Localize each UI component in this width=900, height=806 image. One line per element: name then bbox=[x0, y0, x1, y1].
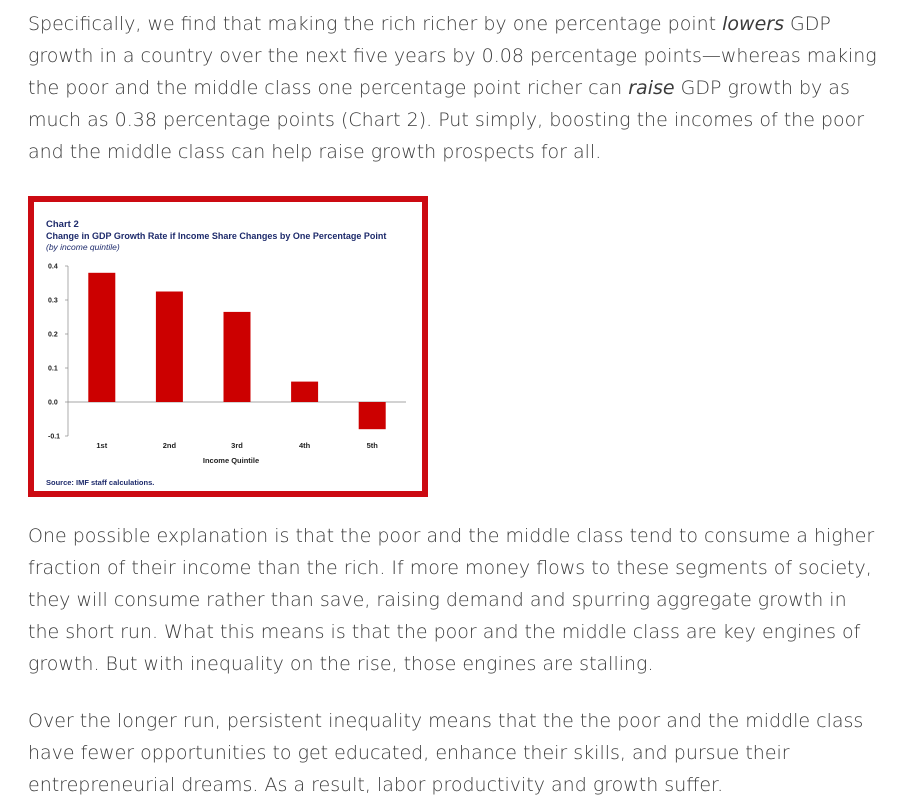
y-tick-label: 0.3 bbox=[48, 298, 58, 305]
emphasis-raise: raise bbox=[628, 77, 675, 99]
paragraph-3: Over the longer run, persistent inequali… bbox=[28, 710, 864, 796]
paragraph-1-text-b: GDP growth in a country over the next fi… bbox=[28, 13, 877, 99]
y-tick-label: 0.1 bbox=[48, 366, 58, 373]
x-tick-label: 4th bbox=[299, 441, 311, 450]
chart-source: Source: IMF staff calculations. bbox=[46, 478, 154, 487]
y-tick-label: 0.2 bbox=[48, 332, 58, 339]
chart-label: Chart 2 bbox=[46, 219, 79, 230]
bar-4th bbox=[291, 381, 319, 402]
y-tick-label: -0.1 bbox=[48, 434, 60, 441]
chart-title: Change in GDP Growth Rate if Income Shar… bbox=[46, 231, 386, 241]
bar-chart: Chart 2 Change in GDP Growth Rate if Inc… bbox=[46, 219, 406, 487]
paragraph-1: Specifically, we find that making the ri… bbox=[28, 8, 878, 168]
bar-1st bbox=[88, 272, 116, 402]
paragraph-1-text-a: Specifically, we find that making the ri… bbox=[28, 13, 723, 35]
bar-5th bbox=[358, 402, 386, 430]
chart-bars bbox=[88, 272, 386, 430]
bar-3rd bbox=[223, 311, 251, 402]
chart-subtitle: (by income quintile) bbox=[46, 242, 120, 252]
y-tick-label: 0.0 bbox=[48, 400, 58, 407]
chart-labels: 1st 2nd 3rd 4th 5th bbox=[96, 441, 378, 450]
paragraph-2: One possible explanation is that the poo… bbox=[28, 525, 875, 675]
paragraph-1-text-c: GDP growth by as much as 0.38 percentage… bbox=[28, 77, 865, 163]
x-axis-label: Income Quintile bbox=[203, 456, 259, 465]
x-tick-label: 3rd bbox=[231, 441, 243, 450]
chart-figure: Chart 2 Change in GDP Growth Rate if Inc… bbox=[28, 196, 428, 497]
emphasis-lowers: lowers bbox=[722, 13, 784, 35]
bar-2nd bbox=[155, 291, 183, 402]
y-tick-label: 0.4 bbox=[48, 264, 58, 271]
x-tick-label: 1st bbox=[96, 441, 107, 450]
x-tick-label: 5th bbox=[367, 441, 379, 450]
x-tick-label: 2nd bbox=[163, 441, 177, 450]
